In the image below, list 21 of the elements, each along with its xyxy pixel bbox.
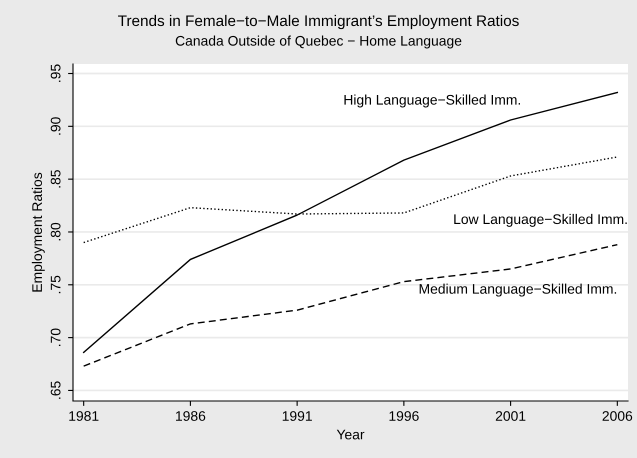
- y-tick-label: .75: [50, 276, 61, 294]
- chart-subtitle: Canada Outside of Quebec − Home Language: [176, 36, 462, 48]
- series-label: High Language−Skilled Imm.: [344, 94, 520, 108]
- y-tick-label: .70: [50, 328, 61, 346]
- chart-title: Trends in Female−to−Male Immigrant’s Employment Ratios: [118, 14, 519, 30]
- x-tick-label: 1981: [69, 411, 98, 421]
- line-series: [82, 244, 618, 367]
- y-axis-title: Employment Ratios: [32, 172, 45, 292]
- y-tick-label: .65: [50, 381, 61, 399]
- x-tick-label: 1996: [389, 411, 419, 421]
- x-tick-label: 2001: [496, 411, 526, 421]
- x-tick-label: 2006: [602, 411, 632, 421]
- series-label: Low Language−Skilled Imm.: [454, 214, 627, 227]
- y-tick-label: .95: [50, 64, 61, 82]
- x-tick-label: 1991: [282, 411, 312, 421]
- y-tick-label: .80: [50, 222, 61, 240]
- series-label: Medium Language−Skilled Imm.: [420, 284, 616, 297]
- x-tick-label: 1986: [176, 411, 206, 421]
- y-tick-label: .90: [50, 117, 61, 135]
- y-tick-label: .85: [50, 170, 61, 188]
- x-axis-title: Year: [336, 430, 364, 440]
